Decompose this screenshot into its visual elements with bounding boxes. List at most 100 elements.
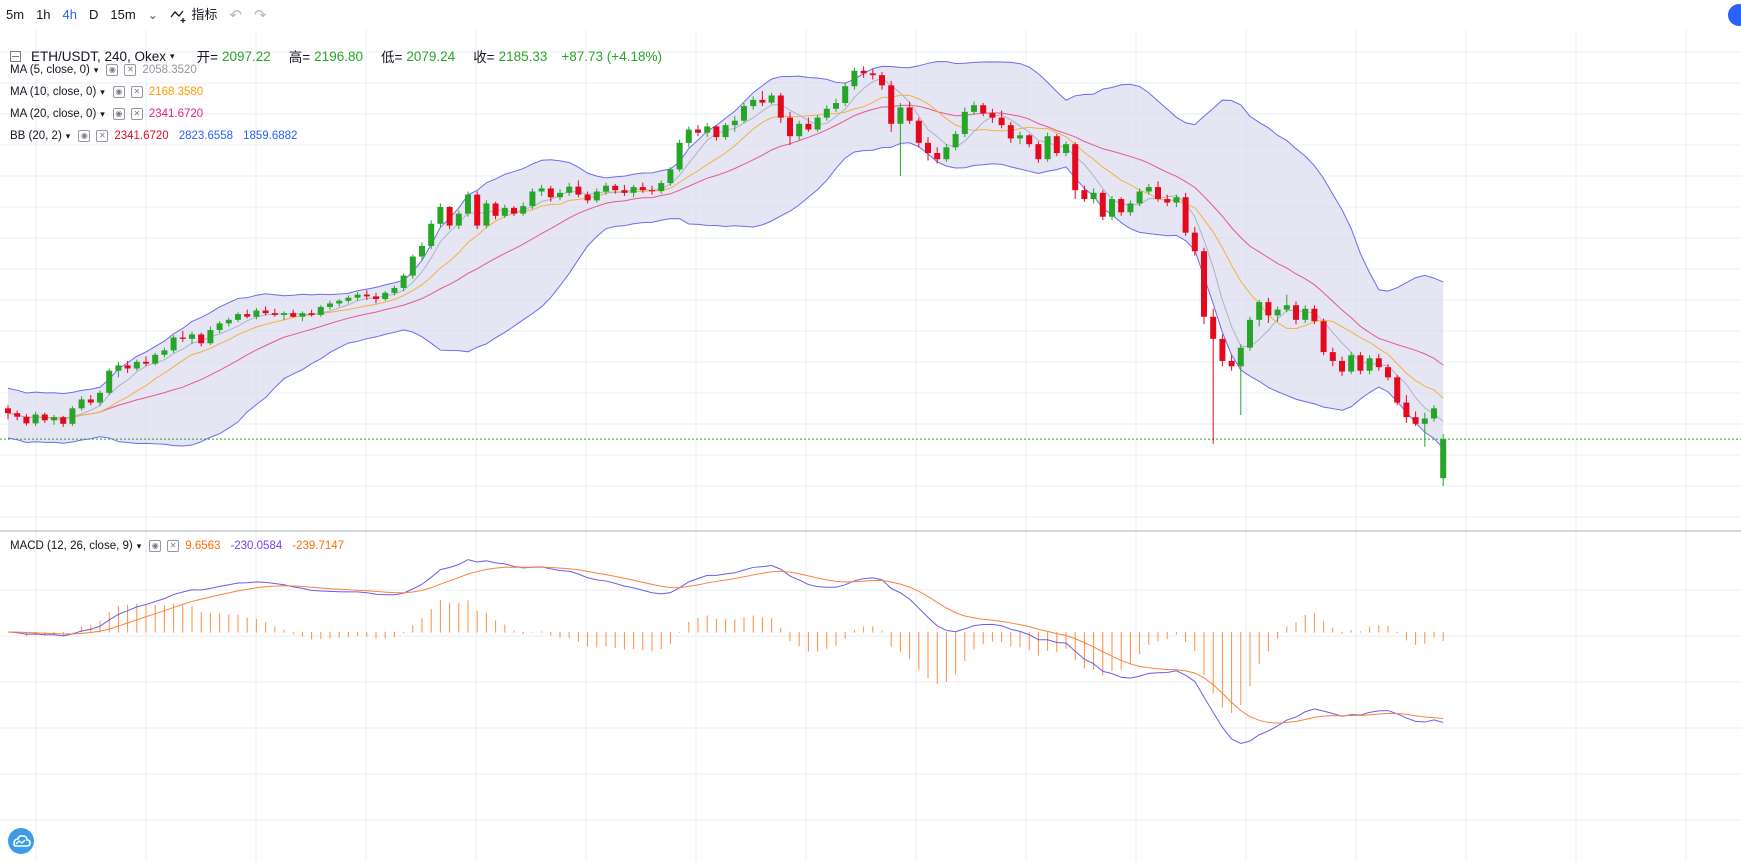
candle-body bbox=[1366, 358, 1373, 371]
eye-icon[interactable]: ◉ bbox=[112, 108, 125, 120]
high-label: 高= bbox=[288, 50, 311, 65]
candle-body bbox=[869, 73, 876, 76]
candle-body bbox=[170, 337, 177, 351]
candle-body bbox=[1044, 136, 1051, 160]
bb-label[interactable]: BB (20, 2) bbox=[10, 130, 62, 142]
candle-body bbox=[87, 399, 94, 403]
candle-body bbox=[879, 75, 885, 86]
chevron-down-icon[interactable]: ▾ bbox=[100, 108, 105, 119]
candle-body bbox=[1375, 358, 1382, 368]
candle-body bbox=[115, 365, 122, 371]
eye-icon[interactable]: ◉ bbox=[149, 540, 162, 552]
redo-icon[interactable]: ↷ bbox=[253, 7, 267, 24]
interval-1h[interactable]: 1h bbox=[36, 7, 51, 22]
ma20-label[interactable]: MA (20, close, 0) bbox=[10, 108, 97, 120]
candle-body bbox=[1053, 136, 1060, 154]
candle-body bbox=[78, 399, 85, 409]
chevron-down-icon[interactable]: ▾ bbox=[65, 130, 71, 141]
eye-icon[interactable]: ◉ bbox=[78, 130, 91, 142]
eye-icon[interactable]: ◉ bbox=[112, 86, 125, 98]
candle-body bbox=[1256, 302, 1263, 320]
candle-body bbox=[336, 300, 343, 304]
candle-body bbox=[281, 313, 287, 315]
interval-5m[interactable]: 5m bbox=[6, 7, 25, 22]
interval-d[interactable]: D bbox=[89, 7, 99, 22]
price-chart[interactable] bbox=[0, 30, 1741, 861]
candle-body bbox=[189, 334, 195, 339]
candle-body bbox=[759, 99, 766, 103]
candle-body bbox=[1394, 377, 1401, 403]
close-icon[interactable]: ✕ bbox=[130, 86, 143, 98]
candle-body bbox=[23, 416, 30, 424]
candle-body bbox=[630, 187, 637, 193]
account-avatar[interactable] bbox=[1728, 4, 1741, 26]
candle-body bbox=[345, 297, 352, 301]
candle-body bbox=[1247, 319, 1253, 348]
candle-body bbox=[1063, 144, 1069, 154]
candle-body bbox=[722, 125, 729, 138]
chevron-down-icon[interactable]: ▾ bbox=[136, 540, 142, 551]
close-icon[interactable]: ✕ bbox=[96, 130, 109, 142]
candle-body bbox=[1210, 316, 1217, 339]
candle-body bbox=[1265, 302, 1272, 316]
candle-body bbox=[520, 206, 527, 214]
candle-body bbox=[1237, 347, 1244, 367]
ma10-line bbox=[7, 94, 1444, 419]
candle-body bbox=[1007, 125, 1014, 139]
ma10-label[interactable]: MA (10, close, 0) bbox=[10, 86, 97, 98]
candle-body bbox=[262, 310, 269, 314]
bb-fill bbox=[8, 61, 1444, 449]
candle-body bbox=[1311, 308, 1318, 322]
candle-body bbox=[106, 370, 113, 393]
candle-body bbox=[1440, 439, 1447, 479]
candle-body bbox=[621, 190, 628, 193]
candle-body bbox=[741, 106, 747, 121]
bb-lower-value: 1859.6882 bbox=[243, 130, 298, 142]
candle-body bbox=[446, 206, 453, 226]
candle-body bbox=[198, 334, 205, 344]
interval-15m[interactable]: 15m bbox=[110, 7, 136, 22]
candle-body bbox=[695, 129, 701, 133]
candle-body bbox=[492, 203, 499, 216]
indicators-icon bbox=[170, 10, 186, 23]
close-label: 收= bbox=[473, 50, 495, 65]
close-icon[interactable]: ✕ bbox=[124, 64, 137, 76]
candle-body bbox=[41, 414, 48, 421]
interval-4h[interactable]: 4h bbox=[62, 7, 77, 22]
candle-body bbox=[69, 408, 76, 424]
candle-body bbox=[207, 330, 214, 344]
chevron-down-icon[interactable]: ▾ bbox=[170, 50, 175, 61]
collapse-icon[interactable] bbox=[10, 50, 21, 62]
undo-icon[interactable]: ↶ bbox=[229, 7, 242, 24]
chevron-down-icon[interactable]: ⌄ bbox=[147, 8, 158, 22]
ma10-legend: MA (10, close, 0) ▾ ◉ ✕ 2168.3580 bbox=[10, 86, 203, 98]
macd-label[interactable]: MACD (12, 26, close, 9) bbox=[10, 540, 133, 552]
chevron-down-icon[interactable]: ▾ bbox=[93, 64, 99, 75]
brand-logo[interactable] bbox=[8, 828, 34, 854]
indicators-button[interactable]: 指标 bbox=[164, 0, 224, 30]
close-icon[interactable]: ✕ bbox=[130, 108, 143, 120]
candle-body bbox=[32, 414, 39, 424]
symbol-name[interactable]: ETH/USDT, 240, Okex bbox=[31, 48, 167, 64]
candle-body bbox=[538, 188, 545, 192]
ma5-label[interactable]: MA (5, close, 0) bbox=[10, 64, 90, 76]
candle-body bbox=[980, 105, 987, 114]
candle-body bbox=[1026, 135, 1033, 145]
candle-body bbox=[805, 123, 812, 130]
eye-icon[interactable]: ◉ bbox=[106, 64, 119, 76]
candle-body bbox=[915, 120, 922, 143]
close-icon[interactable]: ✕ bbox=[167, 540, 180, 552]
candle-body bbox=[97, 392, 103, 403]
chevron-down-icon[interactable]: ▾ bbox=[100, 86, 105, 97]
candle-body bbox=[842, 86, 849, 104]
candle-body bbox=[1412, 417, 1419, 424]
candle-body bbox=[235, 314, 241, 320]
candle-body bbox=[750, 99, 757, 107]
candle-body bbox=[934, 153, 941, 160]
candle-body bbox=[1155, 187, 1161, 200]
bb-upper-value: 2823.6558 bbox=[178, 130, 234, 142]
candle-body bbox=[1385, 367, 1391, 378]
candle-body bbox=[244, 314, 251, 317]
candle-body bbox=[1164, 199, 1171, 203]
candle-body bbox=[327, 303, 333, 307]
